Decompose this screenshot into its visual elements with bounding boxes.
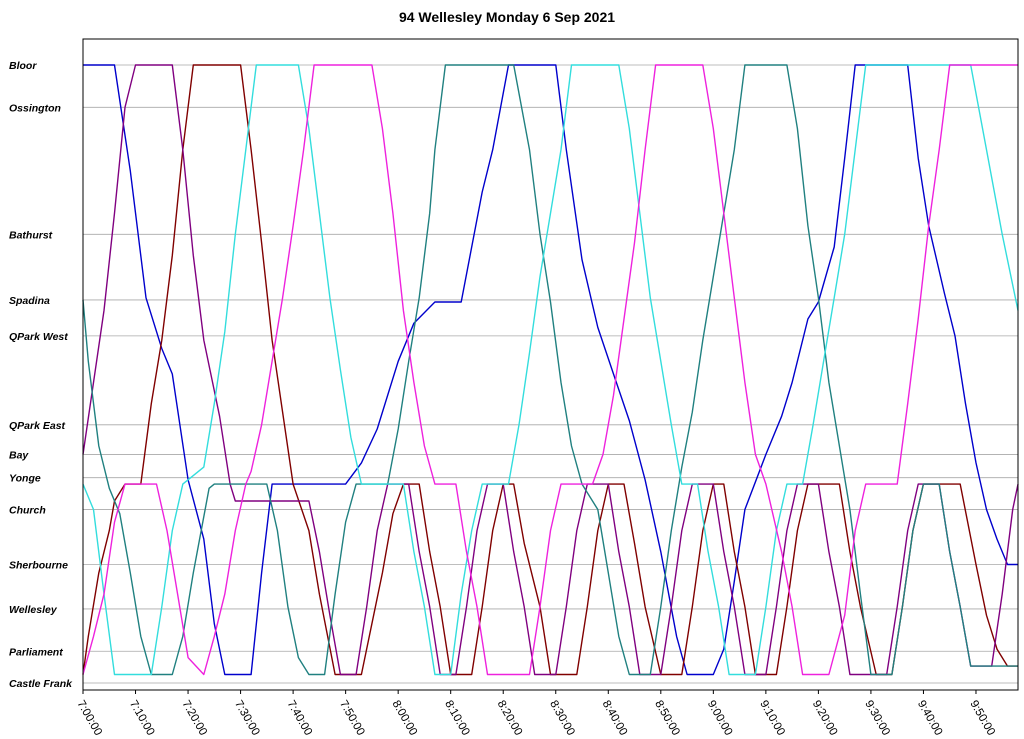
stop-label: Sherbourne: [9, 559, 68, 571]
x-tick-label: 8:00:00: [390, 699, 420, 738]
plot-frame: [82, 38, 1019, 691]
chart-title: 94 Wellesley Monday 6 Sep 2021: [399, 9, 615, 25]
stop-label: Bathurst: [9, 229, 53, 241]
vehicle-trace-line: [82, 64, 1019, 676]
stop-label: Yonge: [9, 473, 41, 485]
x-tick-label: 9:10:00: [757, 699, 787, 738]
x-tick-label: 8:30:00: [547, 699, 577, 738]
vehicle-trace-line: [82, 64, 1018, 676]
x-tick-label: 7:40:00: [285, 699, 315, 738]
gridlines: [83, 64, 1018, 684]
stop-label: Parliament: [9, 646, 63, 658]
x-tick-label: 9:50:00: [967, 699, 997, 738]
x-tick-label: 7:50:00: [337, 699, 367, 738]
x-tick-label: 9:00:00: [705, 699, 735, 738]
vehicle-trace-line: [83, 64, 1018, 676]
stop-label: Spadina: [9, 295, 50, 307]
x-tick-label: 7:20:00: [179, 699, 209, 738]
x-tick-label: 7:30:00: [232, 699, 262, 738]
stop-label: QPark West: [9, 331, 68, 343]
stop-label: Church: [9, 504, 46, 516]
stop-labels: Bloor Ossington Bathurst Spadina QPark West Q…: [9, 60, 73, 690]
vehicle-trace-line: [82, 64, 1018, 676]
stop-label: QPark East: [9, 420, 66, 432]
x-tick-label: 7:10:00: [127, 699, 157, 738]
x-tick-label: 8:20:00: [495, 699, 525, 738]
x-tick-label: 9:40:00: [915, 699, 945, 738]
stop-label: Wellesley: [9, 604, 58, 616]
vehicle-trace-line: [82, 64, 1018, 676]
stop-label: Bloor: [9, 60, 37, 72]
x-tick-label: 8:10:00: [442, 699, 472, 738]
x-tick-label: 7:00:00: [74, 699, 104, 738]
x-tick-label: 8:40:00: [600, 699, 630, 738]
x-tick-label: 9:20:00: [810, 699, 840, 738]
stop-label: Ossington: [9, 102, 61, 114]
vehicle-trace-line: [82, 64, 1019, 676]
x-tick-label: 8:50:00: [652, 699, 682, 738]
x-tick-label: 9:30:00: [862, 699, 892, 738]
series-group: [82, 64, 1019, 676]
stop-label: Castle Frank: [9, 678, 73, 690]
stop-label: Bay: [9, 449, 29, 461]
time-tick-labels: 7:00:00 7:10:00 7:20:00 7:30:00 7:40:00 7:50:…: [74, 690, 997, 738]
